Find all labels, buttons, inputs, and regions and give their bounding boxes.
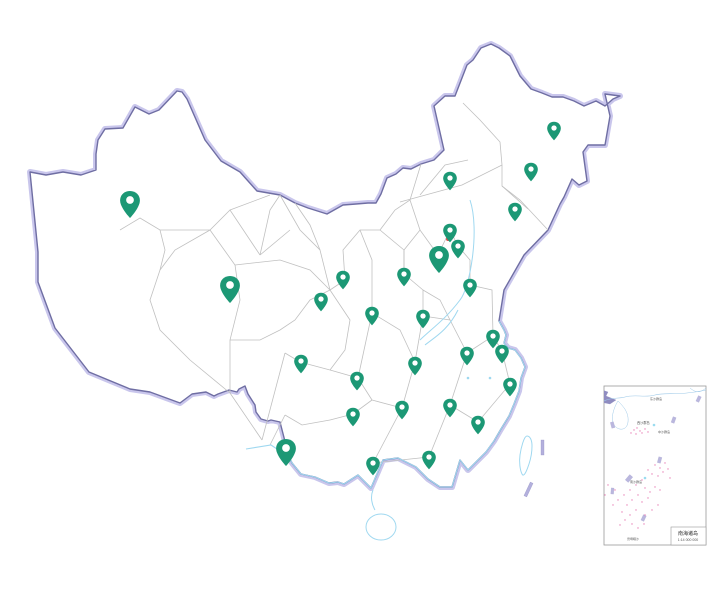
svg-text:南沙群岛: 南沙群岛 (630, 479, 642, 484)
svg-text:南海诸岛: 南海诸岛 (678, 530, 698, 537)
svg-text:东沙群岛: 东沙群岛 (650, 396, 662, 401)
svg-text:曾母暗沙: 曾母暗沙 (627, 536, 639, 541)
svg-text:1:14 000 000: 1:14 000 000 (678, 538, 698, 542)
svg-text:西沙群岛: 西沙群岛 (637, 420, 650, 425)
svg-text:中沙群岛: 中沙群岛 (658, 429, 670, 434)
